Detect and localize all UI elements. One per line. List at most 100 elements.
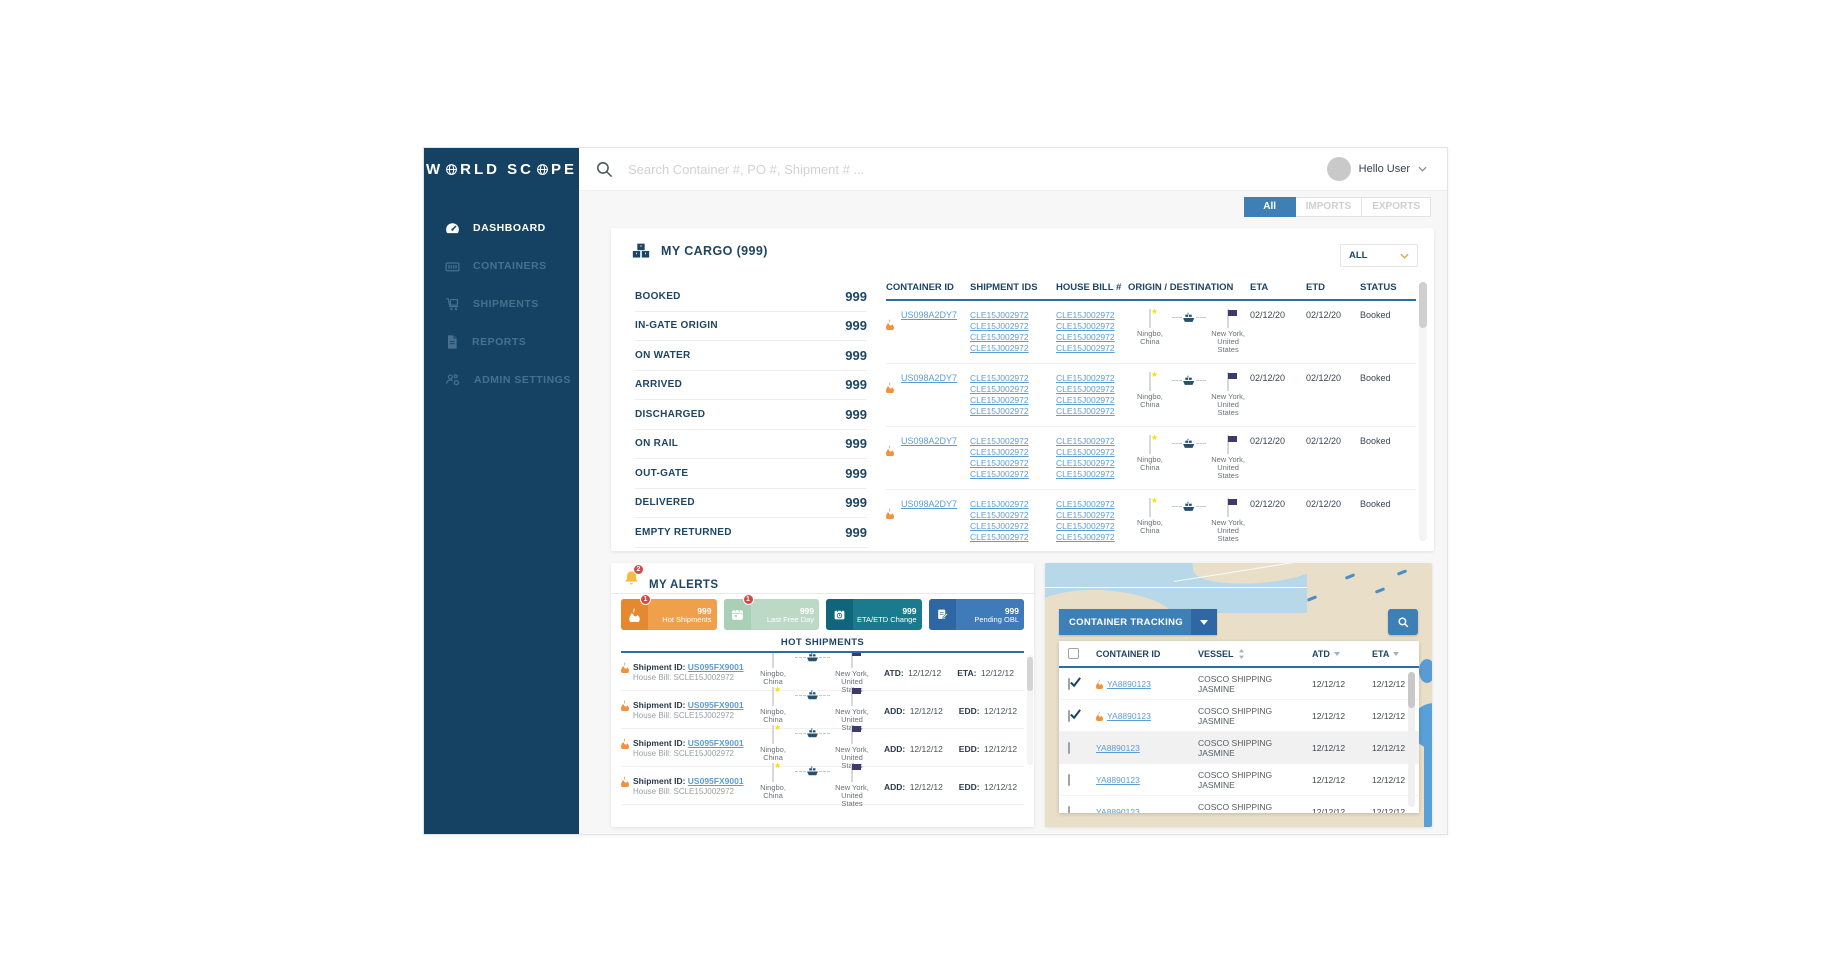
shipment-id-label: Shipment ID: <box>633 737 686 748</box>
cargo-status-row[interactable]: OUT-GATE 999 <box>635 459 867 489</box>
house-bill-link[interactable]: CLE15J002972 <box>1056 458 1115 468</box>
col-vessel[interactable]: VESSEL <box>1198 648 1312 659</box>
tracking-container-id-link[interactable]: YA8890123 <box>1107 678 1151 689</box>
shipment-id-link[interactable]: CLE15J002972 <box>970 447 1029 457</box>
house-bill-link[interactable]: CLE15J002972 <box>1056 373 1115 383</box>
col-atd[interactable]: ATD <box>1312 649 1372 659</box>
cargo-status-row[interactable]: DELIVERED 999 <box>635 489 867 518</box>
shipment-id-link[interactable]: US095FX9001 <box>687 775 744 786</box>
container-id-link[interactable]: US098A2DY7 <box>901 373 958 383</box>
flame-icon <box>886 445 894 456</box>
shipment-id-link[interactable]: US095FX9001 <box>687 737 744 748</box>
tracking-scrollbar-thumb[interactable] <box>1408 672 1415 708</box>
tab-imports[interactable]: IMPORTS <box>1295 197 1363 217</box>
house-bill-link[interactable]: CLE15J002972 <box>1056 395 1115 405</box>
sidebar-item-containers[interactable]: CONTAINERS <box>424 247 579 285</box>
shipment-id-link[interactable]: US095FX9001 <box>687 699 744 710</box>
row-checkbox[interactable] <box>1068 741 1070 754</box>
date1-label: ADD: <box>884 781 906 792</box>
shipment-id-link[interactable]: CLE15J002972 <box>970 406 1029 416</box>
shipment-id-link[interactable]: CLE15J002972 <box>970 343 1029 353</box>
house-bill-link[interactable]: CLE15J002972 <box>1056 447 1115 457</box>
row-checkbox[interactable] <box>1068 805 1070 813</box>
shipment-id-link[interactable]: CLE15J002972 <box>970 499 1029 509</box>
container-id-link[interactable]: US098A2DY7 <box>901 499 958 509</box>
house-bill-link[interactable]: CLE15J002972 <box>1056 532 1115 542</box>
hot-shipments-section-title: HOT SHIPMENTS <box>780 637 865 648</box>
col-eta: ETA <box>1250 282 1269 293</box>
cargo-status-row[interactable]: ARRIVED 999 <box>635 371 867 400</box>
shipment-id-link[interactable]: CLE15J002972 <box>970 510 1029 520</box>
date2-label: ETA: <box>957 667 977 678</box>
etd-value: 02/12/20 <box>1306 373 1342 383</box>
shipment-id-link[interactable]: CLE15J002972 <box>970 436 1029 446</box>
shipment-id-link[interactable]: CLE15J002972 <box>970 321 1029 331</box>
house-bill-link[interactable]: CLE15J002972 <box>1056 521 1115 531</box>
row-checkbox[interactable] <box>1068 676 1081 690</box>
cargo-status-row[interactable]: BOOKED 999 <box>635 282 867 312</box>
cargo-status-row[interactable]: ON RAIL 999 <box>635 430 867 459</box>
house-bill-link[interactable]: CLE15J002972 <box>1056 499 1115 509</box>
house-bill-link[interactable]: CLE15J002972 <box>1056 384 1115 394</box>
sidebar-item-label: REPORTS <box>472 336 527 348</box>
select-all-checkbox[interactable] <box>1068 648 1079 659</box>
shipment-id-link[interactable]: CLE15J002972 <box>970 310 1029 320</box>
tracking-row: YA8890123 COSCO SHIPPING JASMINE 12/12/1… <box>1059 732 1419 764</box>
house-bill-link[interactable]: CLE15J002972 <box>1056 343 1115 353</box>
house-bill-link[interactable]: CLE15J002972 <box>1056 406 1115 416</box>
house-bill-link[interactable]: CLE15J002972 <box>1056 510 1115 520</box>
tracking-container-id-link[interactable]: YA8890123 <box>1096 774 1140 785</box>
row-checkbox[interactable] <box>1068 708 1081 722</box>
sidebar-item-admin-settings[interactable]: ADMIN SETTINGS <box>424 361 579 399</box>
cargo-status-row[interactable]: IN-GATE ORIGIN 999 <box>635 312 867 341</box>
container-id-link[interactable]: US098A2DY7 <box>901 310 958 320</box>
shipment-id-link[interactable]: CLE15J002972 <box>970 373 1029 383</box>
house-bill-link[interactable]: CLE15J002972 <box>1056 436 1115 446</box>
sidebar-item-shipments[interactable]: SHIPMENTS <box>424 285 579 323</box>
shipment-id-link[interactable]: CLE15J002972 <box>970 458 1029 468</box>
container-id-link[interactable]: US098A2DY7 <box>901 436 958 446</box>
pending-obl-card[interactable]: 999 Pending OBL <box>928 599 1024 630</box>
shipment-id-link[interactable]: CLE15J002972 <box>970 521 1029 531</box>
cargo-scrollbar <box>1419 282 1427 541</box>
row-checkbox[interactable] <box>1068 773 1070 786</box>
sidebar-item-dashboard[interactable]: DASHBOARD <box>424 209 579 247</box>
search-input[interactable] <box>628 161 1048 177</box>
tab-all[interactable]: All <box>1243 197 1296 217</box>
house-bill-link[interactable]: CLE15J002972 <box>1056 469 1115 479</box>
map-search-button[interactable] <box>1388 609 1418 635</box>
user-menu[interactable]: Hello User <box>1326 148 1447 190</box>
shipment-id-link[interactable]: US095FX9001 <box>687 661 744 672</box>
origin-city: Ningbo, China <box>760 782 786 800</box>
sidebar-item-reports[interactable]: REPORTS <box>424 323 579 361</box>
shipment-id-link[interactable]: CLE15J002972 <box>970 469 1029 479</box>
destination-city: New York, United States <box>1211 392 1245 417</box>
house-bill-link[interactable]: CLE15J002972 <box>1056 310 1115 320</box>
origin-city: Ningbo, China <box>1136 392 1163 409</box>
cargo-status-row[interactable]: DISCHARGED 999 <box>635 400 867 430</box>
status-value: Booked <box>1360 310 1391 320</box>
cargo-filter-dropdown[interactable]: ALL <box>1340 244 1418 267</box>
hot-shipments-card[interactable]: 1 999 Hot Shipments <box>621 594 717 630</box>
tracking-container-id-link[interactable]: YA8890123 <box>1096 742 1140 753</box>
cargo-scrollbar-thumb[interactable] <box>1419 282 1427 328</box>
house-bill-link[interactable]: CLE15J002972 <box>1056 321 1115 331</box>
cargo-status-row[interactable]: ON WATER 999 <box>635 341 867 371</box>
container-tracking-dropdown[interactable]: CONTAINER TRACKING <box>1059 609 1217 635</box>
tracking-container-id-link[interactable]: YA8890123 <box>1096 806 1140 814</box>
house-bill-link[interactable]: CLE15J002972 <box>1056 332 1115 342</box>
shipment-id-link[interactable]: CLE15J002972 <box>970 532 1029 542</box>
shipment-id-link[interactable]: CLE15J002972 <box>970 332 1029 342</box>
us-flag <box>1227 498 1238 517</box>
tracking-container-id-link[interactable]: YA8890123 <box>1107 710 1151 721</box>
last-free-day-card[interactable]: 1 999 Last Free Day <box>723 594 819 630</box>
document-edit-icon <box>937 609 948 619</box>
shipment-id-link[interactable]: CLE15J002972 <box>970 395 1029 405</box>
tab-exports[interactable]: EXPORTS <box>1362 197 1431 217</box>
eta-etd-change-card[interactable]: 999 ETA/ETD Change <box>826 599 922 630</box>
shipment-id-link[interactable]: CLE15J002972 <box>970 384 1029 394</box>
search-icon[interactable] <box>595 160 614 179</box>
cargo-status-row[interactable]: EMPTY RETURNED 999 <box>635 518 867 548</box>
col-eta[interactable]: ETA <box>1372 649 1419 659</box>
alerts-scrollbar-thumb[interactable] <box>1027 657 1033 691</box>
